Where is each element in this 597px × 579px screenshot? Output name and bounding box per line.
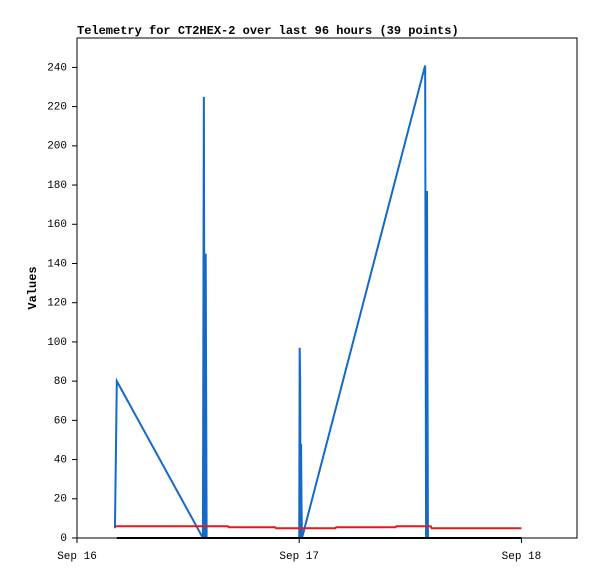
- x-tick-label: Sep 16: [57, 551, 97, 563]
- plot-frame: [76, 37, 578, 539]
- y-tick-label: 140: [47, 258, 67, 270]
- series-line: [113, 65, 522, 539]
- y-tick-label: 60: [54, 415, 67, 427]
- y-tick-label: 160: [47, 219, 67, 231]
- y-tick-label: 180: [47, 180, 67, 192]
- y-tick-label: 240: [47, 62, 67, 74]
- y-tick-label: 100: [47, 337, 67, 349]
- y-tick-label: 0: [60, 533, 67, 545]
- y-tick-label: 220: [47, 102, 67, 114]
- chart-title: Telemetry for CT2HEX-2 over last 96 hour…: [77, 24, 459, 38]
- y-tick-label: 120: [47, 298, 67, 310]
- x-tick-label: Sep 18: [502, 551, 542, 563]
- y-axis-label: Values: [26, 266, 40, 309]
- series-line: [114, 525, 522, 530]
- y-tick-label: 200: [47, 141, 67, 153]
- y-tick-label: 40: [54, 454, 67, 466]
- y-tick-label: 20: [54, 494, 67, 506]
- x-tick-label: Sep 17: [279, 551, 319, 563]
- y-tick-label: 80: [54, 376, 67, 388]
